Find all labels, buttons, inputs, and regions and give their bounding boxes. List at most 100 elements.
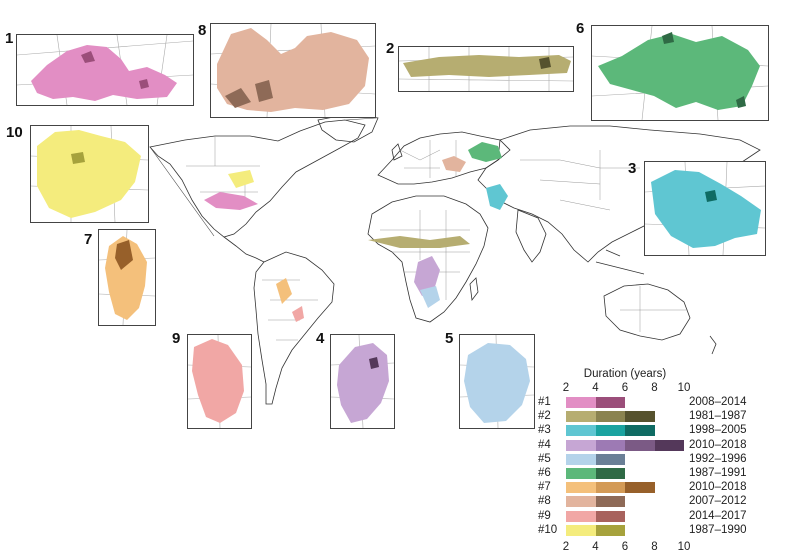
legend-bar-segment	[654, 439, 684, 451]
legend-bar-segment	[566, 524, 596, 536]
legend-bar-segment	[566, 496, 596, 508]
inset-7	[98, 229, 156, 326]
legend-bar-segment	[595, 453, 625, 465]
map-patch-4	[414, 256, 440, 296]
legend-bar-segment	[625, 482, 655, 494]
indonesia-outline	[595, 249, 645, 275]
legend-bar-segment	[625, 411, 655, 423]
inset-6	[591, 25, 769, 121]
inset-4-anomaly	[337, 343, 389, 423]
map-patch-3	[486, 184, 508, 210]
legend-bar-segment	[595, 397, 625, 408]
legend-bar-segment	[625, 439, 655, 451]
inset-8-anomaly	[217, 28, 369, 112]
legend-bar-segment	[595, 425, 625, 437]
inset-10-anomaly	[37, 130, 141, 218]
inset-leader-lines	[149, 117, 377, 237]
legend-tick-top: 2	[562, 382, 570, 394]
inset-8-number: 8	[198, 22, 207, 39]
legend-tick-bottom: 4	[592, 541, 599, 553]
inset-6-number: 6	[576, 20, 585, 37]
legend-row-label: #2	[538, 410, 551, 423]
legend-title: Duration (years)	[583, 368, 667, 380]
legend-row-years: 1987–1990	[689, 523, 747, 536]
legend-bar-segment	[566, 482, 596, 494]
legend-bar-segment	[566, 425, 596, 437]
map-patch-9	[292, 306, 304, 322]
legend-row-years: 2010–2018	[689, 438, 747, 451]
legend-row-years: 1998–2005	[689, 424, 747, 437]
south-america-outline	[253, 251, 335, 405]
legend-bar-segment	[595, 496, 625, 508]
europe-outline	[377, 131, 511, 185]
map-patch-2	[368, 236, 470, 248]
legend-row-label: #7	[538, 481, 551, 494]
legend-row-label: #5	[538, 452, 551, 465]
legend-row-years: 1987–1991	[689, 467, 747, 479]
legend-bar-segment	[625, 425, 655, 437]
legend-tick-bottom: 2	[562, 541, 570, 553]
inset-1-anomaly	[31, 45, 177, 101]
inset-6-anomaly	[598, 34, 760, 110]
legend-bar-segment	[566, 453, 596, 465]
map-patch-7	[276, 278, 292, 304]
legend-tick-top: 6	[621, 382, 629, 394]
legend-tick-top: 8	[651, 382, 658, 394]
north-america-outline	[149, 119, 366, 238]
legend-row-label: #8	[538, 495, 551, 508]
inset-5	[459, 334, 535, 429]
inset-9-number: 9	[172, 330, 181, 347]
legend-bar-segment	[595, 411, 625, 423]
legend-row-label: #3	[538, 424, 551, 437]
legend-bar-segment	[566, 411, 596, 423]
inset-4-number: 4	[316, 330, 325, 347]
inset-3	[644, 161, 766, 256]
duration-legend: Duration (years) 2 4 6 8 10 #1 2008–2014 #2 198…	[538, 368, 800, 553]
legend-row-label: #4	[538, 438, 551, 451]
legend-row-years: 2014–2017	[689, 509, 747, 522]
legend-bar-segment	[566, 397, 596, 408]
legend-row-years: 1992–1996	[689, 452, 747, 465]
india-outline	[515, 209, 547, 263]
central-america-outline	[223, 236, 265, 263]
legend-tick-bottom: 6	[621, 541, 629, 553]
inset-2-anomaly	[403, 55, 571, 77]
legend-bar-segment	[595, 510, 625, 522]
inset-1-number: 1	[5, 30, 14, 47]
legend-bar-segment	[566, 439, 596, 451]
legend-bar-segment	[595, 439, 625, 451]
map-patch-5	[420, 286, 440, 308]
legend-bar-segment	[595, 468, 625, 479]
map-patch-6	[468, 142, 502, 162]
legend-bar-segment	[566, 510, 596, 522]
legend-row-label: #9	[538, 509, 551, 522]
inset-5-anomaly	[464, 343, 530, 423]
map-patch-8	[442, 156, 466, 172]
legend-bar-segment	[566, 468, 596, 479]
legend-row-years: 2008–2014	[689, 396, 747, 408]
legend-row-label: #6	[538, 467, 551, 479]
inset-4	[330, 334, 395, 429]
inset-8	[210, 23, 376, 118]
inset-3-anomaly	[651, 170, 761, 248]
legend-row-years: 2010–2018	[689, 481, 747, 494]
legend-row-label: #10	[538, 523, 558, 536]
map-anomaly-patches	[204, 142, 508, 322]
inset-10	[30, 125, 149, 223]
australia-outline	[603, 283, 691, 341]
inset-10-number: 10	[6, 124, 23, 141]
inset-5-number: 5	[445, 330, 454, 347]
legend-bar-segment	[595, 482, 625, 494]
legend-row-label: #1	[538, 396, 551, 408]
legend-tick-top: 10	[677, 382, 691, 394]
inset-1	[16, 34, 194, 106]
inset-3-number: 3	[628, 160, 637, 177]
map-patch-1	[204, 192, 258, 210]
legend-row-years: 1981–1987	[689, 410, 747, 423]
legend-row-years: 2007–2012	[689, 495, 747, 508]
inset-7-number: 7	[84, 231, 93, 248]
inset-2	[398, 46, 574, 92]
inset-9-anomaly	[192, 339, 244, 423]
inset-9	[187, 334, 252, 429]
inset-2-number: 2	[386, 40, 395, 57]
